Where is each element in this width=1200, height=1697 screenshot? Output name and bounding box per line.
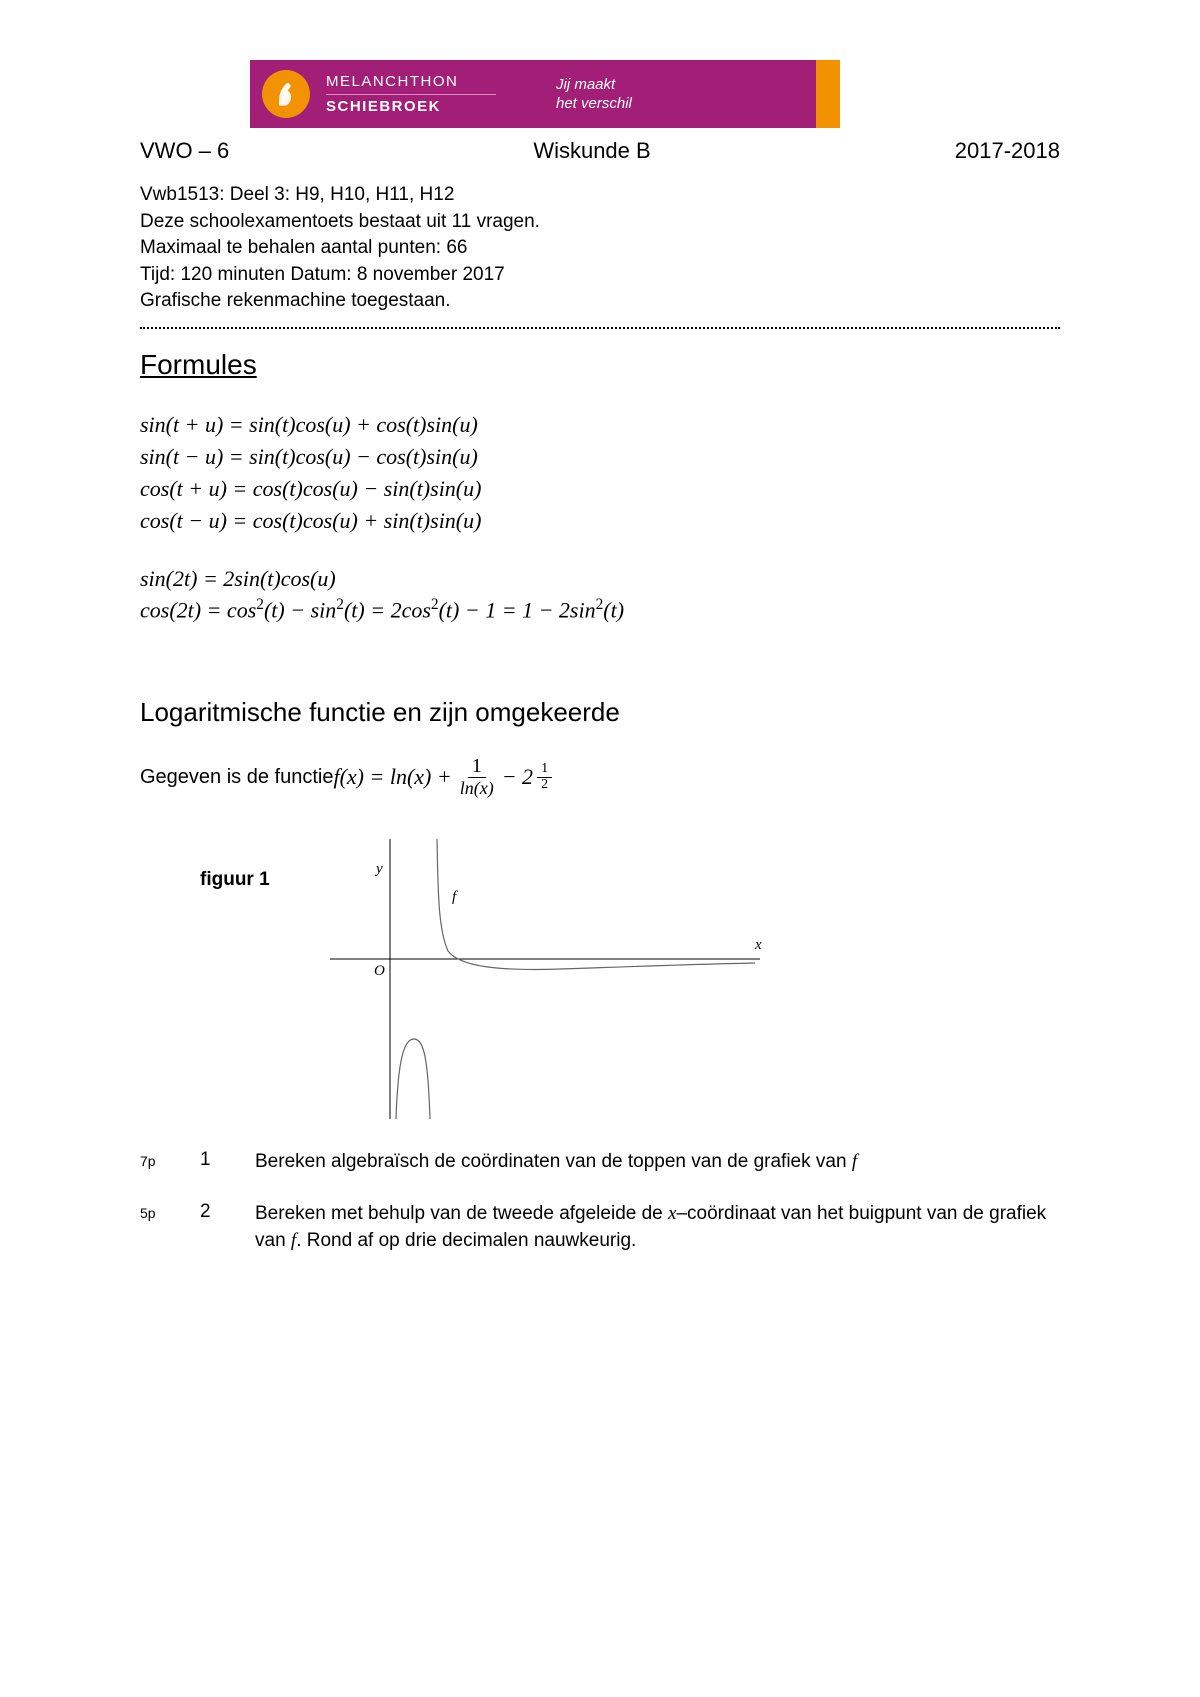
formula-line: cos(2t) = cos2(t) − sin2(t) = 2cos2(t) −… bbox=[140, 594, 1060, 626]
given-text: Gegeven is de functie bbox=[140, 766, 333, 789]
slogan-line2: het verschil bbox=[556, 94, 632, 114]
info-line: Grafische rekenmachine toegestaan. bbox=[140, 288, 1060, 315]
exam-info: Vwb1513: Deel 3: H9, H10, H11, H12 Deze … bbox=[140, 182, 1060, 315]
question-row: 7p 1 Bereken algebraïsch de coördinaten … bbox=[140, 1149, 1060, 1176]
function-expr: f(x) = ln(x) + bbox=[333, 764, 451, 790]
formula-line: sin(2t) = 2sin(t)cos(u) bbox=[140, 563, 1060, 595]
banner-slogan: Jij maakt het verschil bbox=[556, 75, 632, 114]
formules-title: Formules bbox=[140, 349, 1060, 381]
header-right: 2017-2018 bbox=[955, 138, 1060, 164]
school-logo-icon bbox=[262, 70, 310, 118]
banner-accent-stripe bbox=[816, 60, 840, 128]
info-line: Tijd: 120 minuten Datum: 8 november 2017 bbox=[140, 262, 1060, 289]
header-center: Wiskunde B bbox=[533, 138, 650, 164]
formulas-block: sin(t + u) = sin(t)cos(u) + cos(t)sin(u)… bbox=[140, 409, 1060, 627]
formula-line: cos(t − u) = cos(t)cos(u) + sin(t)sin(u) bbox=[140, 505, 1060, 537]
fraction: 1 ln(x) bbox=[456, 756, 498, 799]
section-divider bbox=[140, 327, 1060, 329]
info-line: Maximaal te behalen aantal punten: 66 bbox=[140, 235, 1060, 262]
question-row: 5p 2 Bereken met behulp van de tweede af… bbox=[140, 1201, 1060, 1254]
banner-main: MELANCHTHON SCHIEBROEK Jij maakt het ver… bbox=[250, 60, 816, 128]
questions-list: 7p 1 Bereken algebraïsch de coördinaten … bbox=[140, 1149, 1060, 1255]
info-line: Vwb1513: Deel 3: H9, H10, H11, H12 bbox=[140, 182, 1060, 209]
question-points: 7p bbox=[140, 1149, 200, 1169]
figure-plot bbox=[200, 829, 800, 1129]
curve-label: f bbox=[452, 889, 456, 906]
formula-line: cos(t + u) = cos(t)cos(u) − sin(t)sin(u) bbox=[140, 473, 1060, 505]
figure-1: figuur 1 y x O f bbox=[200, 829, 800, 1129]
school-banner: MELANCHTHON SCHIEBROEK Jij maakt het ver… bbox=[250, 60, 840, 128]
banner-line2: SCHIEBROEK bbox=[326, 97, 496, 117]
slogan-line1: Jij maakt bbox=[556, 75, 632, 95]
formula-line: sin(t + u) = sin(t)cos(u) + cos(t)sin(u) bbox=[140, 409, 1060, 441]
question-text: Bereken met behulp van de tweede afgelei… bbox=[255, 1201, 1060, 1254]
y-axis-label: y bbox=[376, 861, 383, 878]
info-line: Deze schoolexamentoets bestaat uit 11 vr… bbox=[140, 209, 1060, 236]
figure-label: figuur 1 bbox=[200, 869, 270, 891]
formula-line: sin(t − u) = sin(t)cos(u) − cos(t)sin(u) bbox=[140, 441, 1060, 473]
question-points: 5p bbox=[140, 1201, 200, 1221]
fraction-half: 1 2 bbox=[537, 762, 552, 792]
header-row: VWO – 6 Wiskunde B 2017-2018 bbox=[140, 138, 1060, 164]
banner-school-name: MELANCHTHON SCHIEBROEK bbox=[326, 72, 496, 116]
section2-title: Logaritmische functie en zijn omgekeerde bbox=[140, 697, 1060, 728]
x-axis-label: x bbox=[755, 937, 762, 954]
header-left: VWO – 6 bbox=[140, 138, 229, 164]
page: MELANCHTHON SCHIEBROEK Jij maakt het ver… bbox=[0, 0, 1200, 1697]
given-function: Gegeven is de functie f(x) = ln(x) + 1 l… bbox=[140, 756, 1060, 799]
question-number: 2 bbox=[200, 1201, 255, 1223]
banner-divider bbox=[326, 94, 496, 95]
question-number: 1 bbox=[200, 1149, 255, 1171]
origin-label: O bbox=[374, 963, 385, 980]
banner-line1: MELANCHTHON bbox=[326, 72, 496, 92]
question-text: Bereken algebraïsch de coördinaten van d… bbox=[255, 1149, 1060, 1176]
